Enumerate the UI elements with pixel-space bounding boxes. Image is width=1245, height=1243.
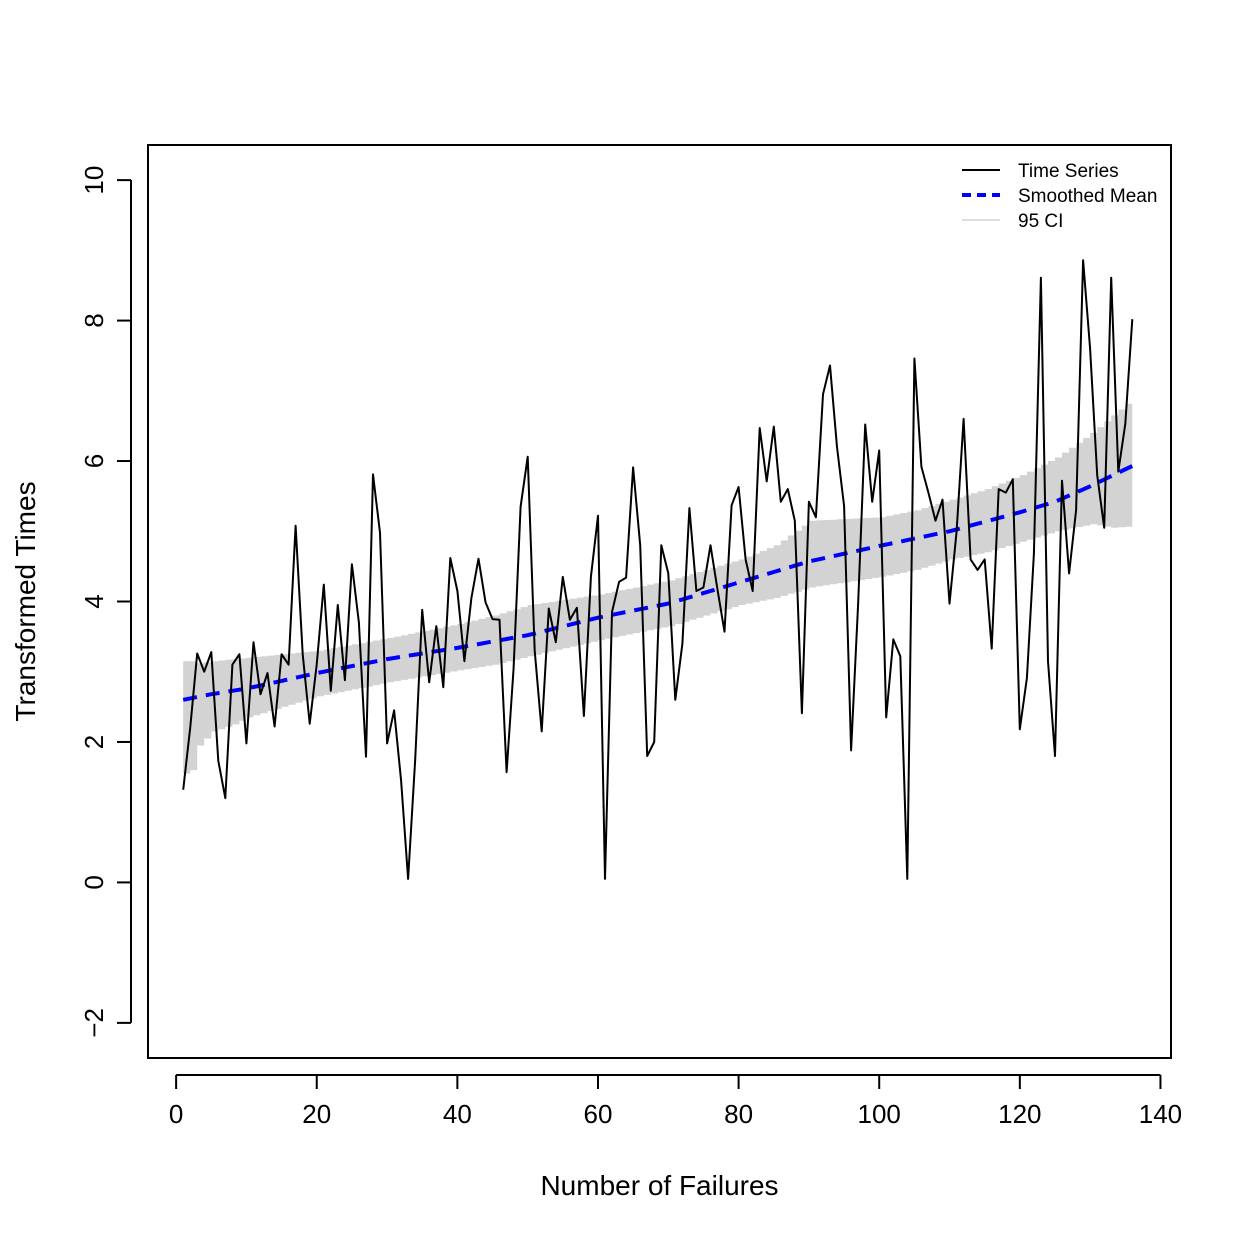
y-tick-label: 8 (79, 313, 109, 327)
ci-band-layer (183, 397, 1133, 774)
x-tick-label: 80 (724, 1099, 753, 1129)
legend-label: 95 CI (1018, 211, 1063, 232)
y-axis-title: Transformed Times (10, 481, 41, 721)
y-axis: −2 0 2 4 6 8 10 (79, 166, 132, 1038)
x-tick-label: 140 (1139, 1099, 1182, 1129)
x-tick-label: 40 (443, 1099, 472, 1129)
legend: Time Series Smoothed Mean 95 CI (962, 161, 1157, 232)
y-tick-label: 6 (79, 454, 109, 468)
y-tick-label: 4 (79, 594, 109, 608)
legend-item: 95 CI (962, 211, 1063, 232)
smoothed-mean-layer (182, 464, 1134, 702)
x-axis: 0 20 40 60 80 100 120 140 (169, 1074, 1182, 1129)
x-tick-label: 100 (858, 1099, 901, 1129)
x-tick-label: 60 (584, 1099, 613, 1129)
y-tick-label: 2 (79, 735, 109, 749)
plot-frame (147, 144, 1172, 1059)
ci-band (183, 397, 1133, 774)
legend-item: Time Series (962, 161, 1119, 182)
x-tick-label: 0 (169, 1099, 183, 1129)
x-axis-title: Number of Failures (540, 1170, 778, 1201)
legend-label: Smoothed Mean (1018, 186, 1157, 207)
time-series-layer (182, 259, 1134, 880)
x-tick-label: 20 (302, 1099, 331, 1129)
y-tick-label: 0 (79, 875, 109, 889)
y-tick-label: −2 (79, 1008, 109, 1038)
smoothed-mean-line (182, 464, 1134, 702)
legend-item: Smoothed Mean (962, 186, 1157, 207)
y-tick-label: 10 (79, 166, 109, 195)
x-tick-label: 120 (998, 1099, 1041, 1129)
legend-label: Time Series (1018, 161, 1119, 182)
time-series-line (182, 259, 1134, 880)
